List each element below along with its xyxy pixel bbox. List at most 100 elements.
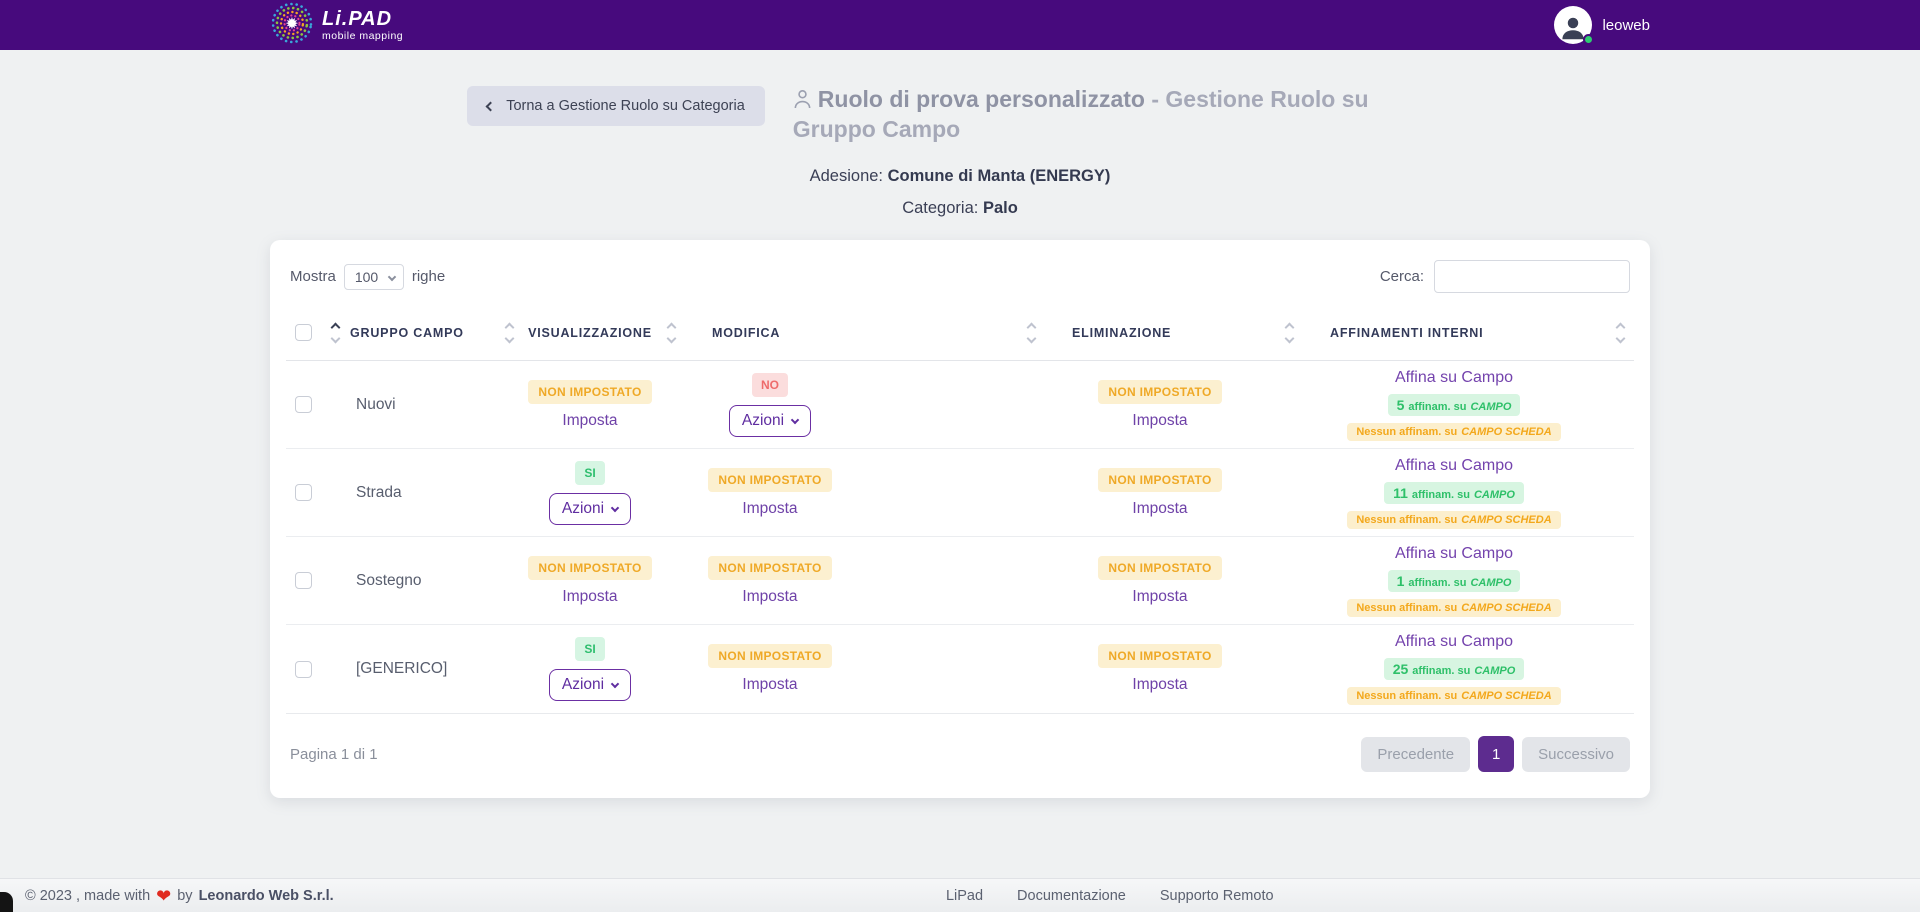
- imposta-link[interactable]: Imposta: [1132, 411, 1188, 429]
- azioni-button[interactable]: Azioni: [548, 492, 632, 525]
- sort-desc-icon: [1615, 333, 1625, 344]
- previous-page-button[interactable]: Precedente: [1361, 736, 1471, 772]
- select-all-checkbox[interactable]: [294, 324, 312, 342]
- affinamenti-count: 1: [1396, 572, 1405, 589]
- campo-scheda-label: CAMPO SCHEDA: [1461, 513, 1552, 526]
- username: leoweb: [1602, 16, 1650, 34]
- gruppo-campo-name: [GENERICO]: [356, 660, 448, 678]
- table-row: Strada NON IMPOSTATO Imposta SI Azioni: [286, 449, 1634, 538]
- gruppo-campo-name: Sostegno: [356, 571, 422, 589]
- imposta-link[interactable]: Imposta: [562, 411, 618, 429]
- table-toolbar: Mostra 100 righe Cerca:: [286, 240, 1634, 305]
- column-header-eliminazione[interactable]: ELIMINAZIONE: [1072, 325, 1172, 340]
- rows-label: righe: [411, 268, 446, 286]
- sort-control-eliminazione[interactable]: [1018, 322, 1044, 344]
- show-label: Mostra: [290, 268, 336, 286]
- affinamenti-interni-cell: Affina su Campo 11 affinam. su CAMPO Nes…: [1302, 457, 1606, 529]
- row-checkbox[interactable]: [294, 396, 312, 414]
- footer-link-lipad[interactable]: LiPad: [945, 887, 984, 904]
- table-row: Nuovi NON IMPOSTATO Imposta SI Azioni: [286, 361, 1634, 450]
- company-name: Leonardo Web S.r.l.: [198, 887, 334, 904]
- campo-label: CAMPO: [1473, 488, 1515, 501]
- campo-scheda-label: CAMPO SCHEDA: [1461, 690, 1552, 703]
- footer-link-supporto-remoto[interactable]: Supporto Remoto: [1159, 887, 1274, 904]
- chevron-left-icon: [485, 101, 496, 111]
- categoria-value: Palo: [982, 199, 1018, 218]
- eliminazione-cell: NON IMPOSTATO Imposta SI Azioni NO Azi: [1044, 644, 1276, 694]
- imposta-link[interactable]: Imposta: [1132, 676, 1188, 694]
- sort-control-modifica[interactable]: [658, 322, 684, 344]
- column-header-modifica[interactable]: MODIFICA: [712, 325, 781, 340]
- campo-scheda-label: CAMPO SCHEDA: [1461, 601, 1552, 614]
- modifica-cell: NON IMPOSTATO Imposta SI Azioni NO Azi: [684, 555, 856, 606]
- search-input[interactable]: [1434, 260, 1630, 294]
- pagination-info: Pagina 1 di 1: [290, 745, 378, 763]
- affinamenti-count: 11: [1393, 484, 1408, 501]
- non-impostato-badge: NON IMPOSTATO: [1098, 379, 1222, 404]
- logo-title: Li.PAD: [322, 7, 393, 30]
- imposta-link[interactable]: Imposta: [742, 499, 798, 517]
- next-page-button[interactable]: Successivo: [1522, 736, 1630, 772]
- adesione-label: Adesione:: [809, 167, 884, 186]
- user-menu[interactable]: leoweb: [1554, 6, 1650, 45]
- sort-control-gruppo-campo[interactable]: [320, 322, 350, 344]
- sort-control-affinamenti[interactable]: [1276, 322, 1302, 344]
- pagination-bar: Pagina 1 di 1 Precedente 1 Successivo: [286, 713, 1634, 798]
- page-length-select[interactable]: 100: [343, 263, 404, 290]
- affina-su-campo-link[interactable]: Affina su Campo: [1395, 633, 1513, 651]
- affinamenti-campo-badge: 11 affinam. su CAMPO: [1384, 481, 1524, 504]
- page-length-control: Mostra 100 righe: [290, 263, 446, 290]
- azioni-button[interactable]: Azioni: [728, 404, 812, 437]
- affina-su-campo-link[interactable]: Affina su Campo: [1395, 456, 1513, 474]
- non-impostato-badge: NON IMPOSTATO: [708, 555, 832, 580]
- azioni-button[interactable]: Azioni: [548, 669, 632, 702]
- imposta-link[interactable]: Imposta: [1132, 499, 1188, 517]
- footer-links: LiPad Documentazione Supporto Remoto: [946, 888, 1274, 904]
- campo-scheda-label: CAMPO SCHEDA: [1461, 425, 1552, 438]
- page-head: Torna a Gestione Ruolo su Categoria Ruol…: [270, 86, 1650, 143]
- logo-subtitle: mobile mapping: [322, 29, 404, 42]
- visualizzazione-cell: NON IMPOSTATO Imposta SI Azioni NO Azi: [522, 460, 658, 525]
- imposta-link[interactable]: Imposta: [562, 587, 618, 605]
- avatar: [1554, 6, 1595, 45]
- lipad-logo-icon: ✹: [270, 1, 314, 50]
- column-header-affinamenti-interni[interactable]: AFFINAMENTI INTERNI: [1330, 325, 1484, 340]
- table-search: Cerca:: [1379, 260, 1630, 294]
- footer-link-documentazione[interactable]: Documentazione: [1017, 887, 1126, 904]
- sort-desc-icon: [1026, 333, 1036, 344]
- row-checkbox[interactable]: [294, 660, 312, 678]
- back-button[interactable]: Torna a Gestione Ruolo su Categoria: [467, 86, 765, 126]
- title-suffix: - Gestione Ruolo su Gruppo Campo: [792, 86, 1369, 143]
- non-impostato-badge: NON IMPOSTATO: [708, 467, 832, 492]
- non-impostato-badge: NON IMPOSTATO: [528, 379, 652, 404]
- imposta-link[interactable]: Imposta: [742, 676, 798, 694]
- back-button-label: Torna a Gestione Ruolo su Categoria: [506, 98, 745, 114]
- page-title: Ruolo di prova personalizzato - Gestione…: [793, 86, 1453, 143]
- copyright: © 2023 , made with ❤ by Leonardo Web S.r…: [25, 885, 334, 906]
- affinamenti-interni-cell: Affina su Campo 5 affinam. su CAMPO Ness…: [1302, 369, 1606, 441]
- imposta-link[interactable]: Imposta: [742, 587, 798, 605]
- column-header-gruppo-campo[interactable]: GRUPPO CAMPO: [350, 325, 464, 340]
- sort-control-extra[interactable]: [1606, 322, 1634, 344]
- sort-desc-icon: [666, 333, 676, 344]
- visualizzazione-cell: NON IMPOSTATO Imposta SI Azioni NO Azi: [522, 555, 658, 606]
- sort-asc-icon: [504, 322, 514, 333]
- gruppo-campo-name: Strada: [356, 483, 402, 501]
- affinamenti-campo-badge: 5 affinam. su CAMPO: [1387, 393, 1521, 416]
- affina-su-campo-link[interactable]: Affina su Campo: [1395, 544, 1513, 562]
- sort-desc-icon: [504, 333, 514, 344]
- si-badge: SI: [575, 460, 605, 485]
- sort-control-visualizzazione[interactable]: [496, 322, 522, 344]
- row-checkbox[interactable]: [294, 572, 312, 590]
- lipad-logo[interactable]: ✹ Li.PAD mobile mapping: [270, 1, 403, 50]
- eliminazione-cell: NON IMPOSTATO Imposta SI Azioni NO Azi: [1044, 555, 1276, 606]
- chevron-down-icon: [610, 680, 620, 689]
- gruppo-campo-name: Nuovi: [356, 395, 396, 413]
- column-header-visualizzazione[interactable]: VISUALIZZAZIONE: [528, 325, 652, 340]
- affina-su-campo-link[interactable]: Affina su Campo: [1395, 368, 1513, 386]
- page-1-button[interactable]: 1: [1478, 736, 1515, 773]
- search-label: Cerca:: [1379, 268, 1424, 286]
- chevron-down-icon: [610, 503, 620, 512]
- imposta-link[interactable]: Imposta: [1132, 587, 1188, 605]
- row-checkbox[interactable]: [294, 484, 312, 502]
